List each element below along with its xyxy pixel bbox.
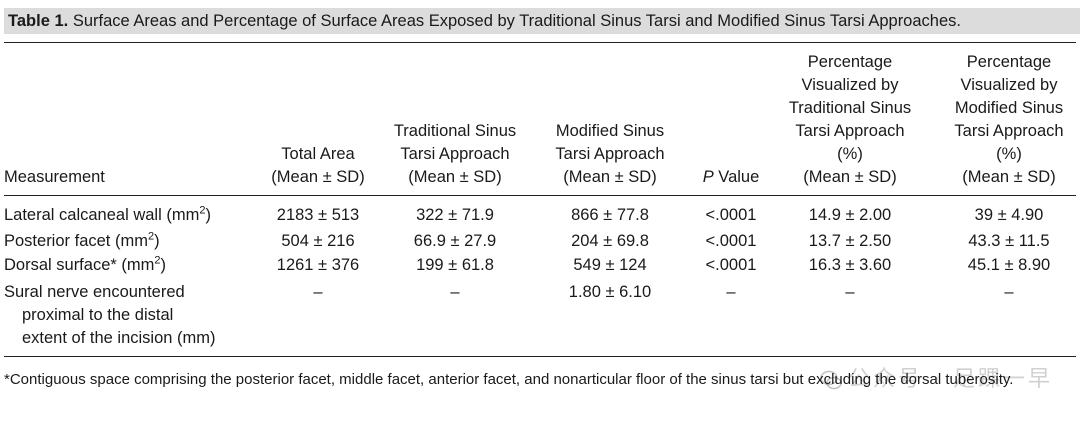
- header-p-value: P Value: [702, 168, 760, 186]
- cell-modified: 549 ± 124: [573, 256, 647, 274]
- cell-p-value: –: [726, 283, 736, 301]
- table-row-label: Dorsal surface* (mm2): [4, 254, 166, 274]
- header-total-area: Total Area (Mean ± SD): [271, 145, 365, 186]
- cell-p-value: <.0001: [705, 256, 757, 274]
- table-footnote: *Contiguous space comprising the posteri…: [4, 371, 1014, 388]
- cell-modified: 1.80 ± 6.10: [568, 283, 652, 301]
- cell-modified: 204 ± 69.8: [571, 232, 649, 250]
- cell-p-value: <.0001: [705, 206, 757, 224]
- bottom-rule: [4, 356, 1076, 357]
- header-traditional: Traditional Sinus Tarsi Approach (Mean ±…: [393, 122, 517, 186]
- cell-pct-modified: 43.3 ± 11.5: [968, 232, 1050, 250]
- table-row-label: Posterior facet (mm2): [4, 230, 160, 250]
- cell-pct-modified: 39 ± 4.90: [974, 206, 1044, 224]
- table-row-label: Sural nerve encountered proximal to the …: [4, 283, 216, 347]
- cell-total-area: 504 ± 216: [281, 232, 355, 250]
- cell-traditional: 322 ± 71.9: [416, 206, 494, 224]
- table-caption: Table 1. Surface Areas and Percentage of…: [4, 8, 1080, 34]
- wechat-icon: [820, 370, 842, 390]
- cell-pct-traditional: –: [845, 283, 855, 301]
- table-row-label: Lateral calcaneal wall (mm2): [4, 204, 211, 224]
- table-title: Surface Areas and Percentage of Surface …: [72, 12, 961, 30]
- top-rule: [4, 42, 1076, 43]
- table-label: Table 1.: [8, 12, 69, 30]
- header-pct-traditional: Percentage Visualized by Traditional Sin…: [788, 53, 912, 186]
- header-modified: Modified Sinus Tarsi Approach (Mean ± SD…: [555, 122, 665, 186]
- watermark: 公众号 · 足踝一早: [820, 361, 1053, 393]
- header-measurement: Measurement: [4, 168, 105, 186]
- cell-p-value: <.0001: [705, 232, 757, 250]
- header-pct-modified: Percentage Visualized by Modified Sinus …: [954, 53, 1064, 186]
- cell-traditional: –: [450, 283, 460, 301]
- cell-total-area: –: [313, 283, 323, 301]
- cell-pct-traditional: 14.9 ± 2.00: [808, 206, 892, 224]
- cell-total-area: 2183 ± 513: [276, 206, 360, 224]
- cell-pct-traditional: 13.7 ± 2.50: [808, 232, 892, 250]
- cell-traditional: 66.9 ± 27.9: [413, 232, 497, 250]
- header-rule: [4, 195, 1076, 196]
- cell-traditional: 199 ± 61.8: [416, 256, 494, 274]
- cell-total-area: 1261 ± 376: [276, 256, 360, 274]
- cell-pct-modified: –: [1004, 283, 1014, 301]
- cell-modified: 866 ± 77.8: [571, 206, 649, 224]
- cell-pct-traditional: 16.3 ± 3.60: [808, 256, 892, 274]
- cell-pct-modified: 45.1 ± 8.90: [967, 256, 1051, 274]
